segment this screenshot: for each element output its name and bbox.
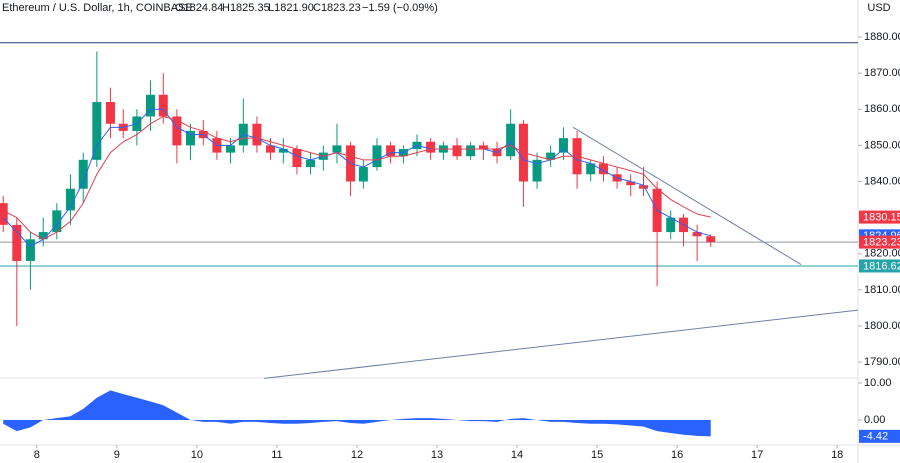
y-tick-label: 1820.00 (864, 248, 900, 260)
candle-body (452, 145, 462, 157)
y-tick-label: 1880.00 (864, 31, 900, 43)
price-tag-label: 1830.15 (863, 211, 900, 223)
moving-average (2, 115, 711, 240)
candle-body (292, 148, 302, 168)
oscillator-area (3, 390, 711, 437)
y-tick-label: 1870.00 (864, 67, 900, 79)
x-tick-label: 10 (191, 449, 203, 461)
candle-body (92, 102, 102, 160)
candle-body (358, 167, 368, 182)
plot (0, 42, 859, 437)
y-tick-label: 1850.00 (864, 139, 900, 151)
candle-body (639, 185, 648, 189)
ohlc-close: C1823.23 (313, 2, 361, 14)
currency: USD (867, 2, 890, 14)
candle-body (145, 94, 155, 117)
candle-body (372, 145, 382, 168)
change: −1.59 (−0.09%) (362, 2, 438, 14)
candle-body (52, 210, 62, 233)
candle-body (666, 217, 676, 233)
ohlc-open: O1824.84 (175, 2, 223, 14)
osc-tag (859, 429, 900, 443)
price-tag-label: 1816.62 (863, 260, 900, 272)
osc-tick-label: 0.00 (864, 414, 885, 426)
trend-line (572, 126, 802, 266)
y-tick-label: 1860.00 (864, 103, 900, 115)
x-tick-label: 8 (34, 449, 40, 461)
x-tick-label: 12 (351, 449, 363, 461)
candle-body (558, 138, 568, 153)
x-tick-label: 9 (114, 449, 120, 461)
candle-body (185, 130, 195, 146)
y-tick-label: 1800.00 (864, 320, 900, 332)
candle-body (426, 141, 436, 153)
x-tick-label: 14 (511, 449, 523, 461)
x-tick-label: 17 (751, 449, 763, 461)
trend-line (264, 309, 859, 379)
candle-body (266, 145, 276, 153)
y-tick-label: 1840.00 (864, 175, 900, 187)
candle-body (226, 145, 236, 153)
candle-body (65, 188, 75, 211)
candle-body (172, 116, 182, 146)
price-pane (0, 42, 858, 326)
candle-body (306, 159, 316, 168)
candle-body (706, 236, 716, 243)
candle-body (252, 123, 262, 146)
candle-body (692, 232, 702, 237)
candle-body (586, 163, 596, 175)
moving-average (2, 108, 711, 248)
x-tick-label: 11 (271, 449, 282, 461)
candle-body (546, 152, 556, 160)
candle-body (105, 102, 115, 124)
price-tag (859, 235, 900, 249)
candle-body (626, 181, 636, 186)
candle-body (506, 123, 516, 157)
candle-body (332, 145, 342, 153)
y-tick-label: 1790.00 (864, 356, 900, 368)
price-tag (859, 259, 900, 273)
candle-body (38, 232, 48, 240)
candle-body (478, 145, 488, 149)
candle-body (278, 148, 288, 153)
candle-body (25, 239, 35, 261)
osc-tag-label: -4.42 (863, 431, 888, 443)
osc-tick-label: 10.00 (864, 377, 892, 389)
candle-body (386, 145, 396, 157)
price-tag (859, 210, 900, 224)
ohlc-low: L1821.90 (268, 2, 314, 14)
candle-body (78, 159, 88, 189)
x-tick-label: 18 (831, 449, 843, 461)
candle-body (532, 159, 542, 182)
candle-body (598, 163, 608, 175)
header-bg (0, 0, 440, 15)
candle-body (0, 203, 8, 225)
candle-body (466, 145, 476, 157)
x-tick-label: 15 (591, 449, 603, 461)
candle-body (12, 224, 22, 261)
symbol: Ethereum / U.S. Dollar, 1h, COINBASE (2, 2, 193, 14)
x-tick-label: 13 (431, 449, 443, 461)
ohlc-high: H1825.35 (222, 2, 270, 14)
price-tag-label: 1823.23 (863, 236, 900, 248)
candle-body (158, 94, 168, 117)
y-tick-label: 1810.00 (864, 284, 900, 296)
x-tick-label: 16 (671, 449, 683, 461)
